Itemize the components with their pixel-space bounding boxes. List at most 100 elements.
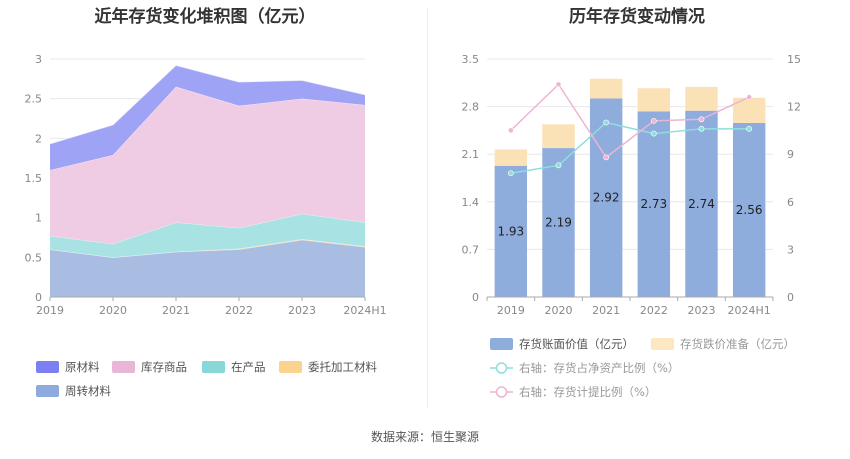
legend-label: 右轴：存货占净资产比例（%）	[519, 361, 679, 375]
area-series-4	[50, 65, 365, 171]
legend-item[interactable]: 右轴：存货计提比例（%）	[490, 385, 656, 399]
legend-item[interactable]: 存货跌价准备（亿元）	[651, 337, 795, 351]
line-point	[603, 119, 610, 126]
bar-impairment	[637, 88, 671, 112]
bar-value-label: 2.92	[593, 191, 620, 205]
x-tick-label: 2024H1	[343, 304, 386, 317]
legend-marker	[495, 362, 508, 374]
bar-value-label: 2.19	[545, 216, 572, 230]
legend-label: 原材料	[65, 360, 100, 374]
legend-label: 存货账面价值（亿元）	[519, 337, 634, 351]
legend-item[interactable]: 在产品	[202, 360, 266, 374]
y-tick-label: 0	[35, 291, 42, 304]
x-tick-label: 2023	[288, 304, 316, 317]
bar-impairment	[732, 97, 766, 123]
y-tick-label: 1	[35, 212, 42, 225]
legend-item[interactable]: 存货账面价值（亿元）	[490, 337, 634, 351]
bar-impairment	[542, 124, 575, 149]
line-point	[507, 170, 514, 177]
bar-carrying-value	[685, 110, 718, 298]
bar-carrying-value	[637, 111, 671, 297]
line-point	[746, 125, 753, 132]
bar-carrying-value	[494, 165, 528, 297]
legend-swatch	[651, 338, 674, 350]
y-right-tick-label: 15	[787, 53, 801, 66]
bar-value-label: 2.74	[688, 197, 715, 211]
x-tick-label: 2021	[592, 304, 620, 317]
bar-value-label: 2.73	[640, 197, 667, 211]
data-source: 数据来源：恒生聚源	[370, 430, 479, 444]
line-point	[746, 94, 753, 100]
area-series-0	[50, 239, 365, 297]
y-left-tick-label: 0.7	[462, 243, 480, 256]
bar-value-label: 2.56	[736, 203, 763, 217]
legend-item[interactable]: 库存商品	[112, 360, 187, 374]
line-point	[555, 162, 562, 169]
y-right-tick-label: 3	[787, 243, 794, 256]
legend-label: 周转材料	[65, 384, 111, 398]
y-right-tick-label: 6	[787, 196, 794, 209]
line-point	[698, 125, 705, 132]
bar-value-label: 1.93	[497, 224, 524, 238]
line-series-0	[510, 121, 750, 174]
legend-swatch	[202, 361, 225, 373]
legend-label: 委托加工材料	[308, 360, 377, 374]
y-tick-label: 0.5	[25, 251, 43, 264]
legend-swatch	[36, 385, 59, 397]
chart-title: 近年存货变化堆积图（亿元）	[95, 6, 316, 27]
bar-carrying-value	[542, 148, 575, 297]
y-left-tick-label: 2.1	[462, 148, 480, 161]
area-series-2	[50, 213, 365, 258]
bar-impairment	[685, 86, 718, 111]
y-tick-label: 1.5	[25, 172, 43, 185]
y-right-tick-label: 12	[787, 101, 801, 114]
legend-swatch	[279, 361, 302, 373]
line-point	[507, 127, 514, 134]
legend-item[interactable]: 委托加工材料	[279, 360, 377, 374]
x-tick-label: 2022	[225, 304, 253, 317]
y-right-tick-label: 0	[787, 291, 794, 304]
area-series-3	[50, 86, 365, 244]
line-point	[650, 117, 657, 124]
y-left-tick-label: 1.4	[462, 196, 480, 209]
chart-title: 历年存货变动情况	[569, 6, 705, 27]
y-tick-label: 2.5	[25, 93, 43, 106]
legend-item[interactable]: 原材料	[36, 360, 100, 374]
x-tick-label: 2021	[162, 304, 190, 317]
y-left-tick-label: 3.5	[462, 53, 480, 66]
x-tick-label: 2024H1	[728, 304, 771, 317]
legend-item[interactable]: 右轴：存货占净资产比例（%）	[490, 361, 679, 375]
y-left-tick-label: 0	[472, 291, 479, 304]
legend-label: 存货跌价准备（亿元）	[680, 337, 795, 351]
x-tick-label: 2019	[36, 304, 64, 317]
x-tick-label: 2019	[497, 304, 525, 317]
legend-label: 库存商品	[141, 360, 187, 374]
legend-label: 右轴：存货计提比例（%）	[519, 385, 656, 399]
legend-swatch	[112, 361, 135, 373]
x-tick-label: 2022	[640, 304, 668, 317]
y-left-tick-label: 2.8	[462, 101, 480, 114]
x-tick-label: 2020	[545, 304, 573, 317]
area-edge-4	[49, 64, 366, 145]
bar-impairment	[589, 78, 623, 99]
line-series-1	[510, 83, 750, 159]
panel-divider	[427, 8, 428, 408]
x-tick-label: 2023	[688, 304, 716, 317]
legend-swatch	[490, 338, 513, 350]
legend-marker	[495, 386, 508, 398]
line-point	[555, 81, 562, 88]
line-point	[650, 130, 657, 137]
x-tick-label: 2020	[99, 304, 127, 317]
y-tick-label: 2	[35, 132, 42, 145]
y-tick-label: 3	[35, 53, 42, 66]
line-point	[698, 116, 705, 123]
area-edge-2	[49, 213, 366, 245]
legend-swatch	[36, 361, 59, 373]
legend-label: 在产品	[231, 360, 266, 374]
bar-carrying-value	[732, 122, 766, 297]
legend-item[interactable]: 周转材料	[36, 384, 111, 398]
line-point	[603, 154, 610, 161]
y-right-tick-label: 9	[787, 148, 794, 161]
